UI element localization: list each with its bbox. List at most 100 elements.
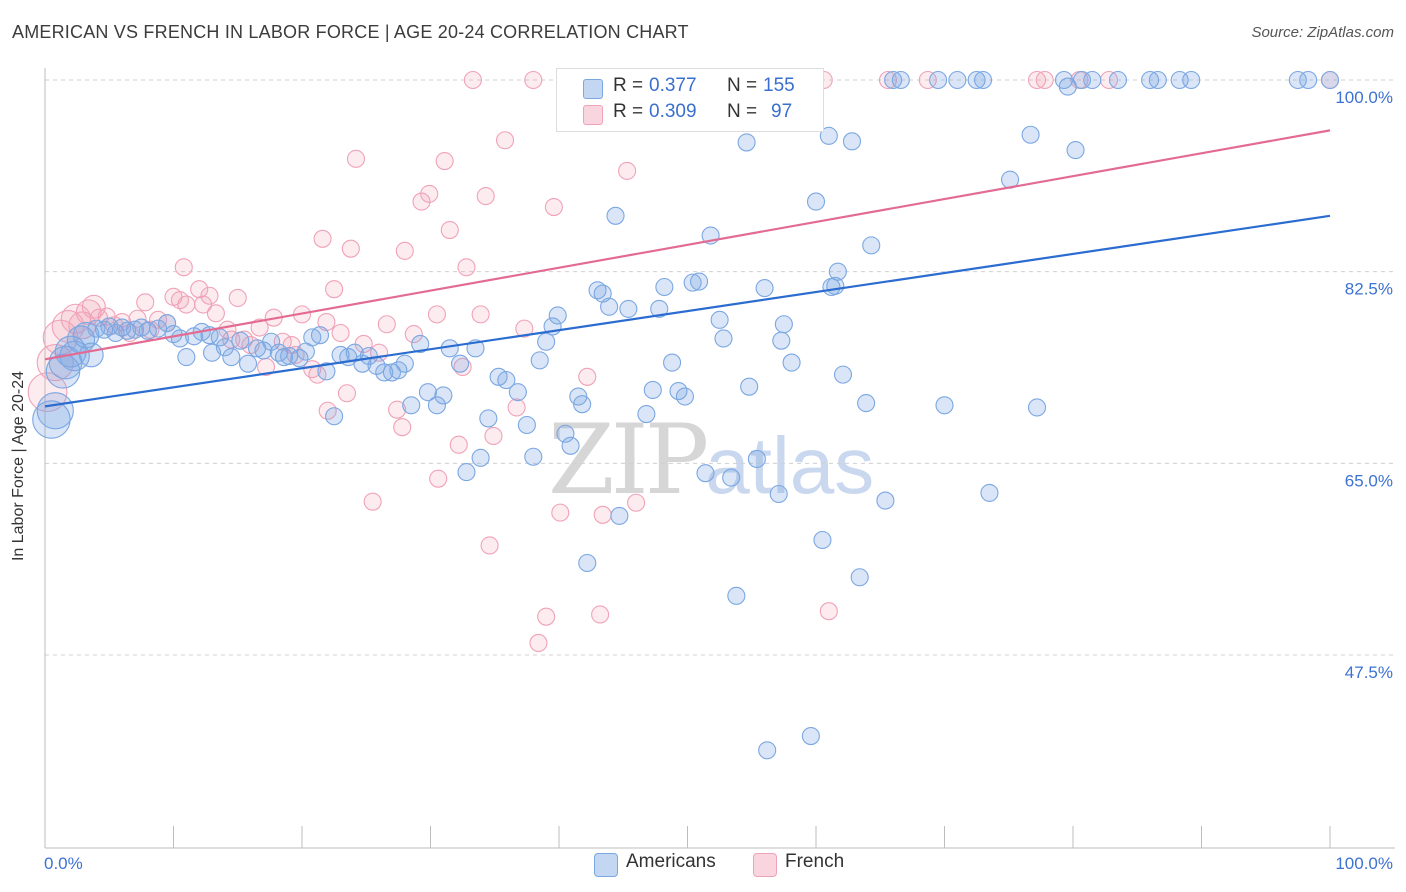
americans-point [158,314,177,333]
americans-point [683,273,702,292]
americans-point [758,741,777,760]
french-point [878,70,898,90]
americans-point [655,277,674,297]
french-point [388,400,407,419]
americans-point [561,436,580,455]
americans-point [727,586,746,605]
french-point [457,258,476,277]
americans-point [663,353,682,372]
americans-point [891,70,910,90]
americans-point [118,321,137,340]
french-point [174,258,193,277]
french-point [544,197,563,217]
french-point [484,426,503,446]
french-point [1027,70,1047,90]
americans-point [593,284,612,303]
french-point [393,418,412,437]
americans-point [828,262,847,281]
french-point [507,398,526,417]
americans-point [813,530,832,550]
french-point [463,70,482,90]
french-point [618,161,637,180]
americans-point [1083,70,1102,90]
french-point [551,503,570,522]
french-r-label: R = [613,101,644,122]
americans-point [600,297,619,316]
americans-point [530,351,549,370]
french-point [177,295,196,314]
french-point [128,309,147,328]
americans-point [1182,70,1201,90]
french-point [429,469,448,488]
americans-point [862,236,881,255]
french-point [524,70,543,90]
americans-point [1108,70,1128,90]
y-tick-label: 82.5% [1345,280,1393,299]
stats-row-americans: R = 0.377 N = 155 [557,75,823,103]
french-trend-line [44,129,1331,361]
french-point [918,70,937,90]
americans-point [696,464,715,483]
legend-americans-label: Americans [626,851,716,872]
americans-point [606,206,625,225]
americans-point [395,354,414,373]
americans-point [215,338,234,357]
french-point [593,505,612,524]
americans-point [100,317,119,336]
americans-point [537,332,556,351]
americans-point [36,392,74,430]
americans-point [517,415,536,435]
french-point [228,288,247,308]
americans-point [1021,125,1040,144]
americans-point [411,334,430,354]
americans-point [967,70,986,90]
americans-point [310,326,330,345]
americans-point [650,299,669,318]
americans-point [1299,70,1318,90]
french-point [136,293,155,312]
americans-point [714,329,733,348]
americans-point [833,365,853,384]
french-r-value: 0.309 [649,101,697,122]
stats-row-french: R = 0.309 N = 97 [557,101,823,129]
french-point [404,325,423,344]
legend-french-label: French [785,851,845,872]
americans-point [524,447,543,466]
french-point [200,286,219,305]
americans-point [508,383,527,402]
americans-point [782,353,801,372]
french-point [317,312,336,332]
americans-n-label: N = [727,75,758,96]
watermark: ZIPatlas [548,404,874,516]
americans-point [32,400,71,439]
french-point [529,633,548,653]
americans-trend-line [44,214,1331,408]
french-point [395,241,414,260]
americans-point [737,133,756,152]
americans-point [427,396,446,415]
americans-point [231,331,250,350]
watermark-zip: ZIP [548,404,709,516]
americans-point [556,424,575,443]
french-point [341,239,360,258]
legend-french-swatch [753,853,777,877]
french-point [515,319,534,338]
americans-point [876,491,895,510]
americans-point [290,349,309,368]
americans-point [643,380,662,400]
x-tick-label: 100.0% [1335,854,1393,873]
americans-point [980,483,999,502]
americans-point [588,281,607,300]
americans-point [418,383,437,402]
americans-point [819,126,838,145]
americans-point [935,396,954,415]
french-point [325,280,344,299]
americans-point [1320,70,1340,90]
americans-point [675,387,694,406]
americans-point [434,386,453,405]
americans-point [884,70,903,90]
chart-title: AMERICAN VS FRENCH IN LABOR FORCE | AGE … [12,22,689,42]
americans-point [402,396,421,415]
americans-point [548,306,567,325]
